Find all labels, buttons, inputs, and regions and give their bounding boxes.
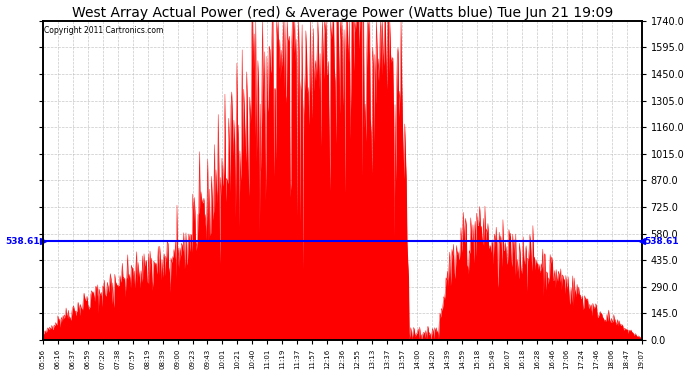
Text: 538.61: 538.61 <box>644 237 679 246</box>
Text: Copyright 2011 Cartronics.com: Copyright 2011 Cartronics.com <box>44 26 164 34</box>
Title: West Array Actual Power (red) & Average Power (Watts blue) Tue Jun 21 19:09: West Array Actual Power (red) & Average … <box>72 6 613 20</box>
Text: 538.61: 538.61 <box>6 237 40 246</box>
